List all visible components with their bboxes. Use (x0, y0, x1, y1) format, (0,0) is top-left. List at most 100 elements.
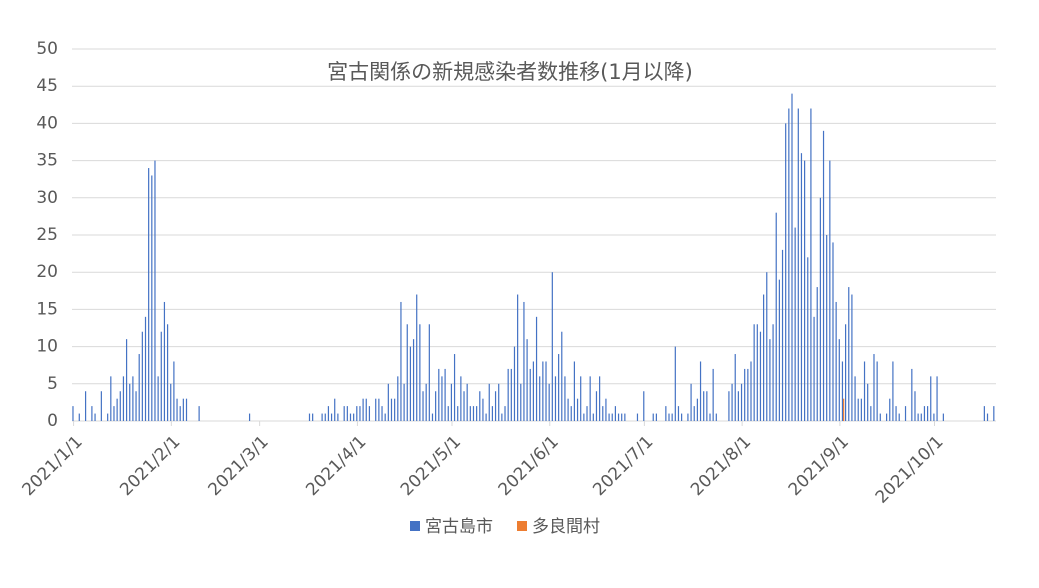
bar (469, 406, 471, 421)
bar (498, 383, 500, 421)
bar (860, 398, 862, 421)
bar (838, 339, 840, 421)
bar (788, 108, 790, 422)
bar (359, 406, 361, 421)
bar (416, 294, 418, 421)
bar (513, 346, 516, 421)
bar (923, 406, 926, 421)
bar (84, 391, 87, 421)
bar (636, 413, 639, 421)
bar (523, 301, 525, 421)
bar (926, 406, 929, 421)
bar (482, 398, 484, 421)
bar (763, 294, 765, 421)
bar (166, 324, 169, 421)
bar (652, 413, 654, 421)
bar (772, 324, 774, 421)
y-tick-label: 40 (36, 113, 58, 133)
bar (879, 413, 881, 421)
bar (920, 413, 922, 421)
bar (324, 413, 326, 421)
bar (781, 249, 784, 421)
bar (986, 413, 989, 421)
bar (375, 398, 377, 421)
y-tick-label: 0 (47, 411, 58, 431)
bar (397, 376, 399, 421)
y-tick-label: 50 (36, 39, 58, 59)
bar (337, 413, 339, 421)
bar (138, 354, 140, 421)
legend-label: 宮古島市 (425, 517, 493, 537)
bar (857, 398, 859, 421)
bar (614, 406, 616, 421)
bar (321, 413, 323, 421)
bar (930, 376, 932, 421)
bar (438, 368, 440, 421)
bar (826, 235, 828, 421)
bar (412, 339, 415, 421)
y-tick-label: 5 (47, 374, 58, 394)
bar (409, 346, 412, 421)
bar (576, 398, 579, 421)
bar (176, 398, 178, 421)
bar (580, 376, 582, 421)
bar (529, 368, 531, 421)
bar (769, 339, 771, 421)
bar (608, 413, 610, 421)
bar (671, 413, 673, 421)
bar (756, 324, 758, 421)
bar (488, 383, 490, 421)
bar (387, 383, 389, 421)
chart-title: 宮古関係の新規感染者数推移(1月以降) (327, 60, 693, 84)
bar (911, 368, 913, 421)
bar (356, 406, 358, 421)
bar (851, 294, 853, 421)
bar (573, 361, 575, 421)
bar (460, 376, 462, 421)
bar (655, 413, 657, 421)
bar (737, 391, 739, 421)
bar (526, 339, 528, 421)
bar (791, 93, 793, 421)
bar (848, 287, 850, 421)
bar (148, 168, 150, 421)
bar (151, 175, 153, 421)
bar (835, 301, 837, 421)
bar (712, 368, 714, 421)
bar (709, 413, 711, 421)
bar (914, 391, 916, 421)
bar (91, 406, 93, 421)
legend-label: 多良間村 (532, 517, 600, 537)
y-tick-label: 10 (36, 337, 58, 357)
bar (144, 316, 147, 421)
bar (504, 406, 506, 421)
bar (843, 398, 845, 421)
bar (419, 324, 421, 421)
bar (766, 272, 768, 421)
y-tick-label: 35 (36, 151, 58, 171)
bar (744, 368, 746, 421)
bar (125, 339, 128, 421)
bar (870, 406, 872, 421)
bar (797, 108, 799, 422)
bar (248, 413, 251, 421)
bar (129, 383, 131, 421)
bar (107, 413, 109, 421)
bar (110, 376, 112, 421)
bar (570, 406, 572, 421)
y-tick-label: 45 (36, 76, 58, 96)
bar (829, 160, 831, 421)
bar (841, 361, 844, 421)
bar (444, 368, 446, 421)
bar (476, 406, 478, 421)
bar (431, 413, 434, 421)
bar (863, 361, 866, 421)
bar (116, 398, 118, 421)
bar (346, 406, 348, 421)
bar (822, 130, 825, 421)
bar (135, 391, 137, 421)
bar (668, 413, 670, 421)
bar (983, 406, 985, 421)
bar (353, 413, 355, 421)
